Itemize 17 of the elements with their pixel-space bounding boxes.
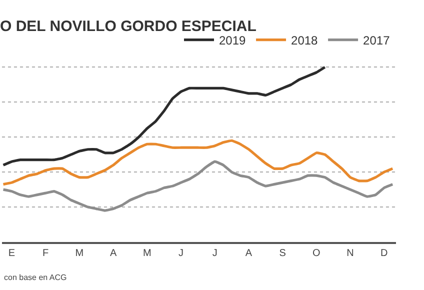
x-tick-label: A [110,248,117,259]
x-tick-label: J [212,248,218,259]
legend-label: 2018 [291,34,318,48]
x-tick-label: O [312,248,321,259]
x-tick-label: F [42,248,49,259]
x-tick-label: S [279,248,286,259]
legend-label: 2019 [219,34,246,48]
x-tick-label: N [346,248,354,259]
x-tick-label: E [8,248,16,259]
x-tick-label: A [245,248,252,259]
x-tick-label: J [178,248,184,259]
x-tick-label: D [380,248,388,259]
x-tick-label: M [75,248,84,259]
text: con base en ACG [4,273,67,282]
legend-label: 2017 [363,34,390,48]
x-tick-label: M [142,248,152,259]
chart-title: O DEL NOVILLO GORDO ESPECIAL [0,18,256,35]
